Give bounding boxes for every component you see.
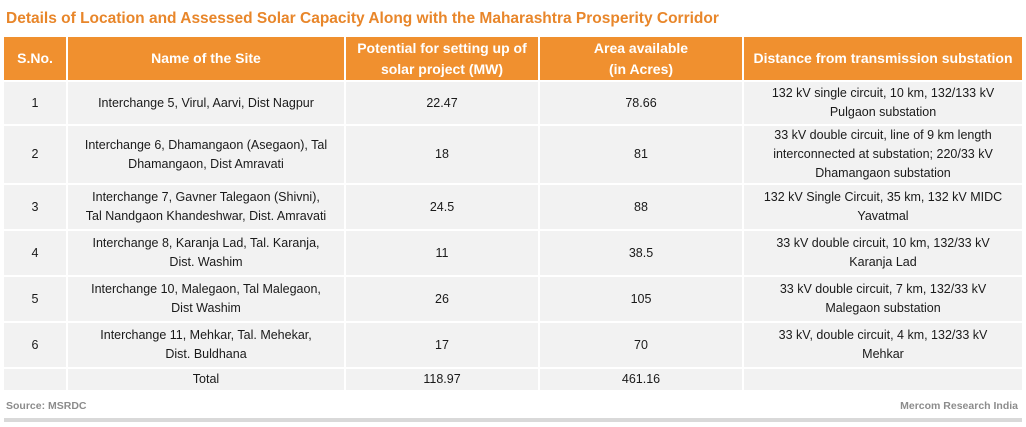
- total-row: Total 118.97 461.16: [4, 367, 1022, 390]
- cell-line: Dist. Washim: [169, 255, 243, 269]
- cell-potential: 18: [346, 124, 540, 183]
- cell-line: 132 kV single circuit, 10 km, 132/133 kV: [771, 86, 995, 100]
- total-label: Total: [68, 367, 346, 390]
- header-sno: S.No.: [4, 37, 68, 80]
- cell-area: 105: [540, 275, 744, 321]
- cell-line: 33 kV double circuit, line of 9 km lengt…: [774, 128, 992, 142]
- cell-line: Interchange 8, Karanja Lad, Tal. Karanja…: [92, 236, 320, 250]
- cell-line: Dist Washim: [171, 301, 241, 315]
- table-row: 3 Interchange 7, Gavner Talegaon (Shivni…: [4, 183, 1022, 229]
- cell-line: 33 kV, double circuit, 4 km, 132/33 kV: [778, 328, 988, 342]
- cell-distance: 33 kV, double circuit, 4 km, 132/33 kV M…: [744, 321, 1022, 367]
- cell-line: Dhamangaon substation: [815, 166, 951, 180]
- header-site: Name of the Site: [68, 37, 346, 80]
- cell-potential: 26: [346, 275, 540, 321]
- cell-sno: 3: [4, 183, 68, 229]
- solar-capacity-table: S.No. Name of the Site Potential for set…: [4, 37, 1022, 390]
- cell-line: Interchange 10, Malegaon, Tal Malegaon,: [91, 282, 321, 296]
- header-distance: Distance from transmission substation: [744, 37, 1022, 80]
- cell-distance: 132 kV Single Circuit, 35 km, 132 kV MID…: [744, 183, 1022, 229]
- cell-site: Interchange 10, Malegaon, Tal Malegaon, …: [68, 275, 346, 321]
- cell-sno: 5: [4, 275, 68, 321]
- cell-line: Dist. Buldhana: [165, 347, 247, 361]
- table-title: Details of Location and Assessed Solar C…: [6, 10, 719, 27]
- header-potential-line1: Potential for setting up of: [357, 39, 527, 56]
- cell-site: Interchange 8, Karanja Lad, Tal. Karanja…: [68, 229, 346, 275]
- cell-potential: 24.5: [346, 183, 540, 229]
- table-row: 1 Interchange 5, Virul, Aarvi, Dist Nagp…: [4, 80, 1022, 124]
- table-row: 4 Interchange 8, Karanja Lad, Tal. Karan…: [4, 229, 1022, 275]
- table-row: 2 Interchange 6, Dhamangaon (Asegaon), T…: [4, 124, 1022, 183]
- cell-line: Malegaon substation: [825, 301, 941, 315]
- total-potential: 118.97: [346, 367, 540, 390]
- cell-line: Interchange 7, Gavner Talegaon (Shivni),: [92, 190, 320, 204]
- cell-potential: 17: [346, 321, 540, 367]
- cell-area: 78.66: [540, 80, 744, 124]
- cell-site: Interchange 11, Mehkar, Tal. Mehekar, Di…: [68, 321, 346, 367]
- cell-sno: 2: [4, 124, 68, 183]
- table-row: 5 Interchange 10, Malegaon, Tal Malegaon…: [4, 275, 1022, 321]
- cell-line: Tal Nandgaon Khandeshwar, Dist. Amravati: [85, 209, 327, 223]
- cell-potential: 11: [346, 229, 540, 275]
- cell-sno: 6: [4, 321, 68, 367]
- cell-line: Interchange 6, Dhamangaon (Asegaon), Tal: [84, 137, 328, 152]
- header-row: S.No. Name of the Site Potential for set…: [4, 37, 1022, 80]
- cell-line: Dhamangaon, Dist Amravati: [128, 156, 284, 171]
- cell-line: Pulgaon substation: [829, 105, 937, 119]
- header-area-line1: Area available: [593, 39, 689, 56]
- source-note: Source: MSRDC: [6, 400, 87, 412]
- table-row: 6 Interchange 11, Mehkar, Tal. Mehekar, …: [4, 321, 1022, 367]
- cell-line: Interchange 11, Mehkar, Tal. Mehekar,: [100, 328, 312, 342]
- cell-line: Mehkar: [862, 347, 904, 361]
- cell-area: 38.5: [540, 229, 744, 275]
- cell-area: 70: [540, 321, 744, 367]
- cell-line: Karanja Lad: [849, 255, 917, 269]
- cell-distance: 33 kV double circuit, 10 km, 132/33 kV K…: [744, 229, 1022, 275]
- cell-line: Yavatmal: [857, 209, 909, 223]
- cell-site: Interchange 6, Dhamangaon (Asegaon), Tal…: [68, 124, 346, 183]
- cell-line: 132 kV Single Circuit, 35 km, 132 kV MID…: [763, 190, 1003, 204]
- cell-sno: 1: [4, 80, 68, 124]
- header-area: Area available (in Acres): [540, 37, 744, 80]
- header-potential: Potential for setting up of solar projec…: [346, 37, 540, 80]
- cell-line: 33 kV double circuit, 7 km, 132/33 kV: [779, 282, 987, 296]
- cell-empty: [744, 367, 1022, 390]
- cell-site: Interchange 7, Gavner Talegaon (Shivni),…: [68, 183, 346, 229]
- cell-potential: 22.47: [346, 80, 540, 124]
- cell-area: 88: [540, 183, 744, 229]
- cell-line: interconnected at substation; 220/33 kV: [773, 147, 993, 161]
- cell-site: Interchange 5, Virul, Aarvi, Dist Nagpur: [68, 80, 346, 124]
- cell-line: 33 kV double circuit, 10 km, 132/33 kV: [776, 236, 990, 250]
- cell-empty: [4, 367, 68, 390]
- header-area-line2: (in Acres): [608, 60, 674, 77]
- cell-distance: 132 kV single circuit, 10 km, 132/133 kV…: [744, 80, 1022, 124]
- credit-note: Mercom Research India: [900, 400, 1018, 412]
- header-potential-line2: solar project (MW): [380, 60, 504, 77]
- cell-area: 81: [540, 124, 744, 183]
- cell-sno: 4: [4, 229, 68, 275]
- bottom-divider: [4, 418, 1022, 422]
- total-area: 461.16: [540, 367, 744, 390]
- cell-distance: 33 kV double circuit, 7 km, 132/33 kV Ma…: [744, 275, 1022, 321]
- cell-distance: 33 kV double circuit, line of 9 km lengt…: [744, 124, 1022, 183]
- cell-line: Interchange 5, Virul, Aarvi, Dist Nagpur: [98, 95, 314, 110]
